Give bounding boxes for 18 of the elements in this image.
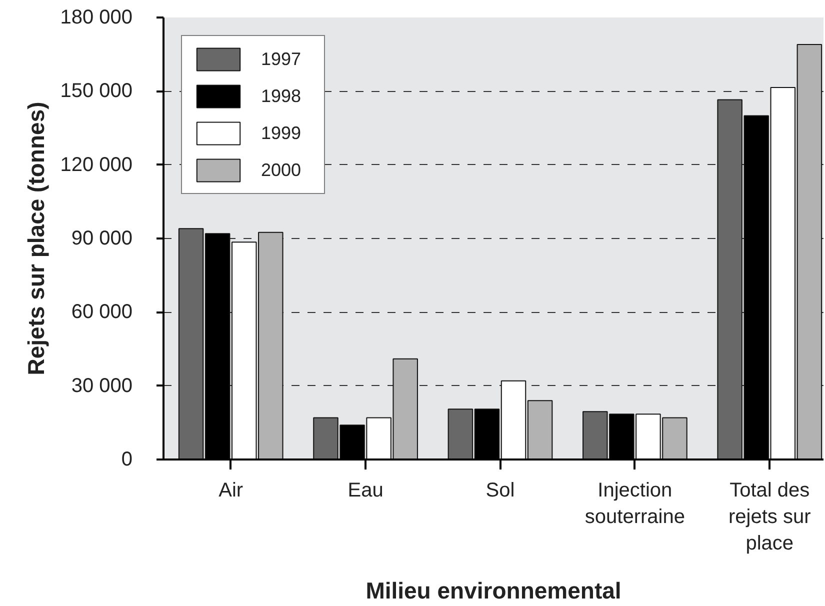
y-tick-label: 180 000 [60,6,132,28]
y-tick-label: 30 000 [71,374,132,397]
y-tick-label: 0 [121,448,132,470]
x-tick-label: Injection souterraine [584,480,685,528]
y-tick-label: 120 000 [60,154,132,176]
y-tick-label: 60 000 [71,301,132,324]
legend-label: 1998 [261,86,302,106]
y-tick-label: 90 000 [71,228,132,250]
x-axis-title: Milieu environnemental [366,577,622,604]
legend-label: 1999 [261,122,302,144]
x-tick-label: Total des rejets sur place [728,480,812,554]
y-tick-label: 150 000 [60,80,132,102]
x-tick-label: Eau [348,480,384,502]
x-tick-label: Sol [486,480,515,502]
y-axis-title: Rejets sur place (tonnes) [23,102,50,376]
x-tick-label: Air [218,480,244,502]
legend-label: 1997 [261,48,302,70]
legend-label: 2000 [261,160,302,180]
